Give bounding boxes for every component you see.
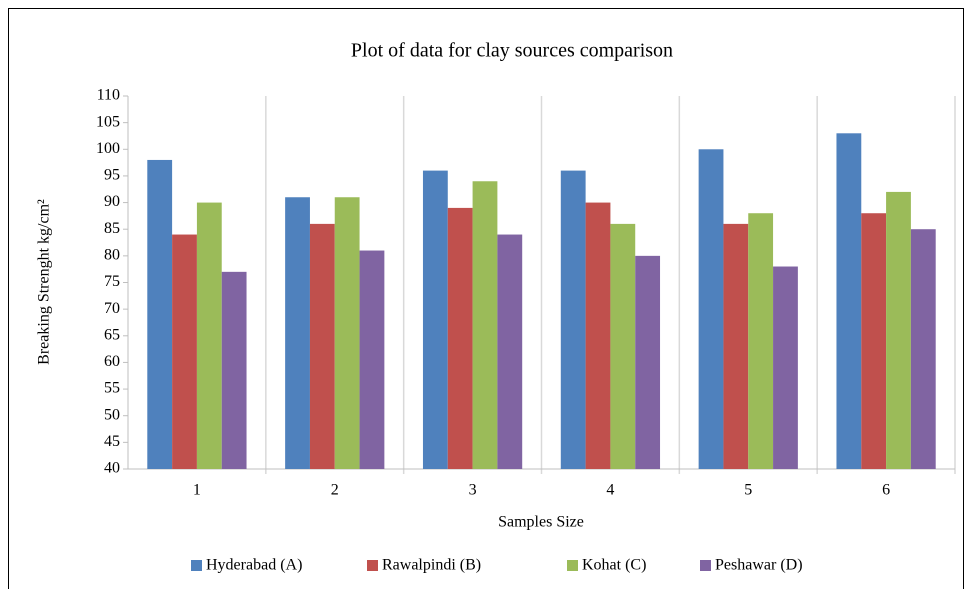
legend-label: Peshawar (D) <box>715 557 803 574</box>
bar <box>359 250 385 469</box>
bar <box>748 213 774 469</box>
y-tick-label: 40 <box>104 460 120 477</box>
y-tick-label: 55 <box>104 380 120 397</box>
bar <box>635 255 661 469</box>
bar <box>221 271 247 469</box>
y-tick-label: 100 <box>96 140 120 157</box>
y-tick-label: 90 <box>104 193 120 210</box>
y-tick-label: 70 <box>104 300 120 317</box>
bar <box>472 181 498 469</box>
bar <box>497 234 523 469</box>
bar <box>886 191 911 469</box>
bar <box>422 170 448 469</box>
bar <box>910 229 936 469</box>
bar <box>723 223 749 469</box>
bar <box>610 223 636 469</box>
legend-swatch <box>367 560 378 571</box>
y-tick-label: 110 <box>97 87 120 104</box>
y-tick-label: 80 <box>104 247 120 264</box>
bar <box>309 223 335 469</box>
bar <box>147 159 173 469</box>
bar <box>447 207 473 469</box>
x-tick-label: 2 <box>331 482 339 499</box>
x-tick-label: 1 <box>193 482 201 499</box>
y-tick-label: 50 <box>104 406 120 423</box>
x-tick-label: 6 <box>882 482 890 499</box>
bar <box>585 202 611 470</box>
y-tick-label: 105 <box>96 113 120 130</box>
y-tick-label: 85 <box>104 220 120 237</box>
bar <box>334 197 360 469</box>
bar <box>285 197 310 469</box>
legend-swatch <box>191 560 202 571</box>
legend-label: Kohat (C) <box>582 557 646 574</box>
y-axis-title: Breaking Strenght kg/cm² <box>36 199 53 365</box>
chart-title: Plot of data for clay sources comparison <box>351 40 673 62</box>
bar <box>698 149 724 470</box>
bar <box>560 170 586 469</box>
bar <box>196 202 222 470</box>
x-tick-label: 3 <box>469 482 477 499</box>
legend-label: Rawalpindi (B) <box>382 557 481 574</box>
bar <box>773 266 798 469</box>
y-tick-label: 65 <box>104 326 120 343</box>
legend-swatch <box>700 560 711 571</box>
legend-label: Hyderabad (A) <box>206 557 302 574</box>
y-tick-label: 45 <box>104 433 120 450</box>
y-tick-label: 95 <box>104 167 120 184</box>
y-tick-label: 75 <box>104 273 120 290</box>
x-axis-title: Samples Size <box>498 514 584 531</box>
bar <box>861 213 887 469</box>
legend-swatch <box>567 560 578 571</box>
x-tick-label: 5 <box>744 482 752 499</box>
bar <box>172 234 197 469</box>
x-tick-label: 4 <box>606 482 614 499</box>
y-tick-label: 60 <box>104 353 120 370</box>
bar <box>836 133 862 470</box>
